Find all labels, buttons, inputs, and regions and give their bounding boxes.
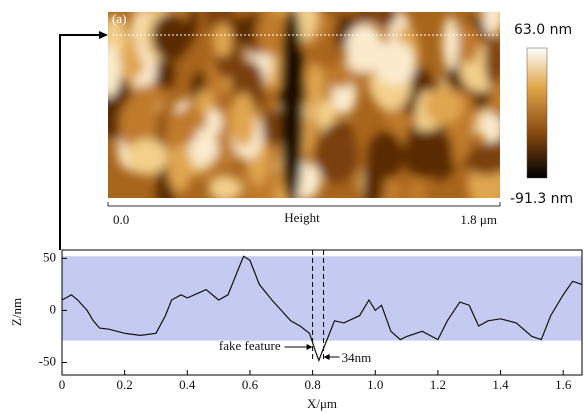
valley bbox=[280, 12, 304, 198]
annotation: 34nm bbox=[342, 350, 372, 365]
x-tick-label: 0.6 bbox=[242, 377, 259, 392]
grain bbox=[206, 107, 223, 137]
x-tick-label: 0.4 bbox=[179, 377, 196, 392]
x-tick-label: 1.2 bbox=[430, 377, 446, 392]
grain bbox=[178, 111, 198, 144]
grain bbox=[167, 144, 192, 193]
grain bbox=[108, 44, 122, 98]
grain bbox=[367, 131, 405, 180]
colorbar-min: -91.3 nm bbox=[510, 191, 573, 207]
x-tick-label: 1.0 bbox=[367, 377, 383, 392]
colorbar-max: 63.0 nm bbox=[514, 22, 572, 38]
x-tick-label: 0 bbox=[59, 377, 66, 392]
x-tick-label: 0.2 bbox=[117, 377, 133, 392]
grain bbox=[482, 12, 500, 36]
grain bbox=[208, 175, 242, 198]
grain bbox=[484, 35, 500, 87]
grain bbox=[212, 25, 233, 57]
grain bbox=[442, 16, 459, 70]
scale-title: Height bbox=[284, 210, 320, 225]
x-tick-label: 0.8 bbox=[304, 377, 320, 392]
grain bbox=[403, 130, 442, 178]
texture bbox=[108, 12, 500, 198]
arrow-head bbox=[99, 31, 108, 39]
arrow-head bbox=[323, 354, 330, 360]
scale-start: 0.0 bbox=[113, 212, 129, 227]
profile-line bbox=[61, 255, 583, 363]
grain bbox=[322, 64, 357, 89]
highlight-band bbox=[62, 256, 582, 341]
scale-end: 1.8 μm bbox=[460, 212, 497, 227]
annotation: fake feature bbox=[219, 338, 281, 353]
grain bbox=[118, 95, 159, 154]
y-tick-label: 50 bbox=[43, 249, 56, 264]
afm-image bbox=[108, 12, 500, 198]
pointer-arrow bbox=[59, 34, 102, 250]
x-tick-label: 1.4 bbox=[492, 377, 509, 392]
arrow-head bbox=[306, 344, 313, 350]
grain bbox=[407, 176, 427, 198]
grain bbox=[356, 12, 373, 28]
x-tick-label: 1.6 bbox=[555, 377, 572, 392]
grain bbox=[256, 12, 289, 57]
colorbar bbox=[526, 47, 548, 179]
grain bbox=[156, 56, 176, 90]
grain bbox=[465, 145, 500, 176]
y-axis-label: Z/nm bbox=[9, 298, 24, 326]
y-tick-label: -50 bbox=[39, 353, 56, 368]
x-axis-label: X/μm bbox=[307, 396, 337, 411]
grain bbox=[458, 22, 480, 64]
grain bbox=[196, 89, 215, 115]
grain bbox=[151, 13, 191, 61]
grain bbox=[125, 138, 168, 175]
grain bbox=[373, 12, 397, 27]
grain bbox=[261, 108, 286, 147]
grain bbox=[424, 87, 463, 125]
plot-frame bbox=[61, 249, 583, 376]
y-tick-label: 0 bbox=[50, 301, 57, 316]
grain bbox=[314, 127, 359, 184]
panel-label: (a) bbox=[112, 11, 126, 26]
grain bbox=[480, 113, 500, 143]
grain bbox=[373, 40, 416, 86]
grain bbox=[223, 17, 259, 46]
grain bbox=[230, 92, 256, 148]
